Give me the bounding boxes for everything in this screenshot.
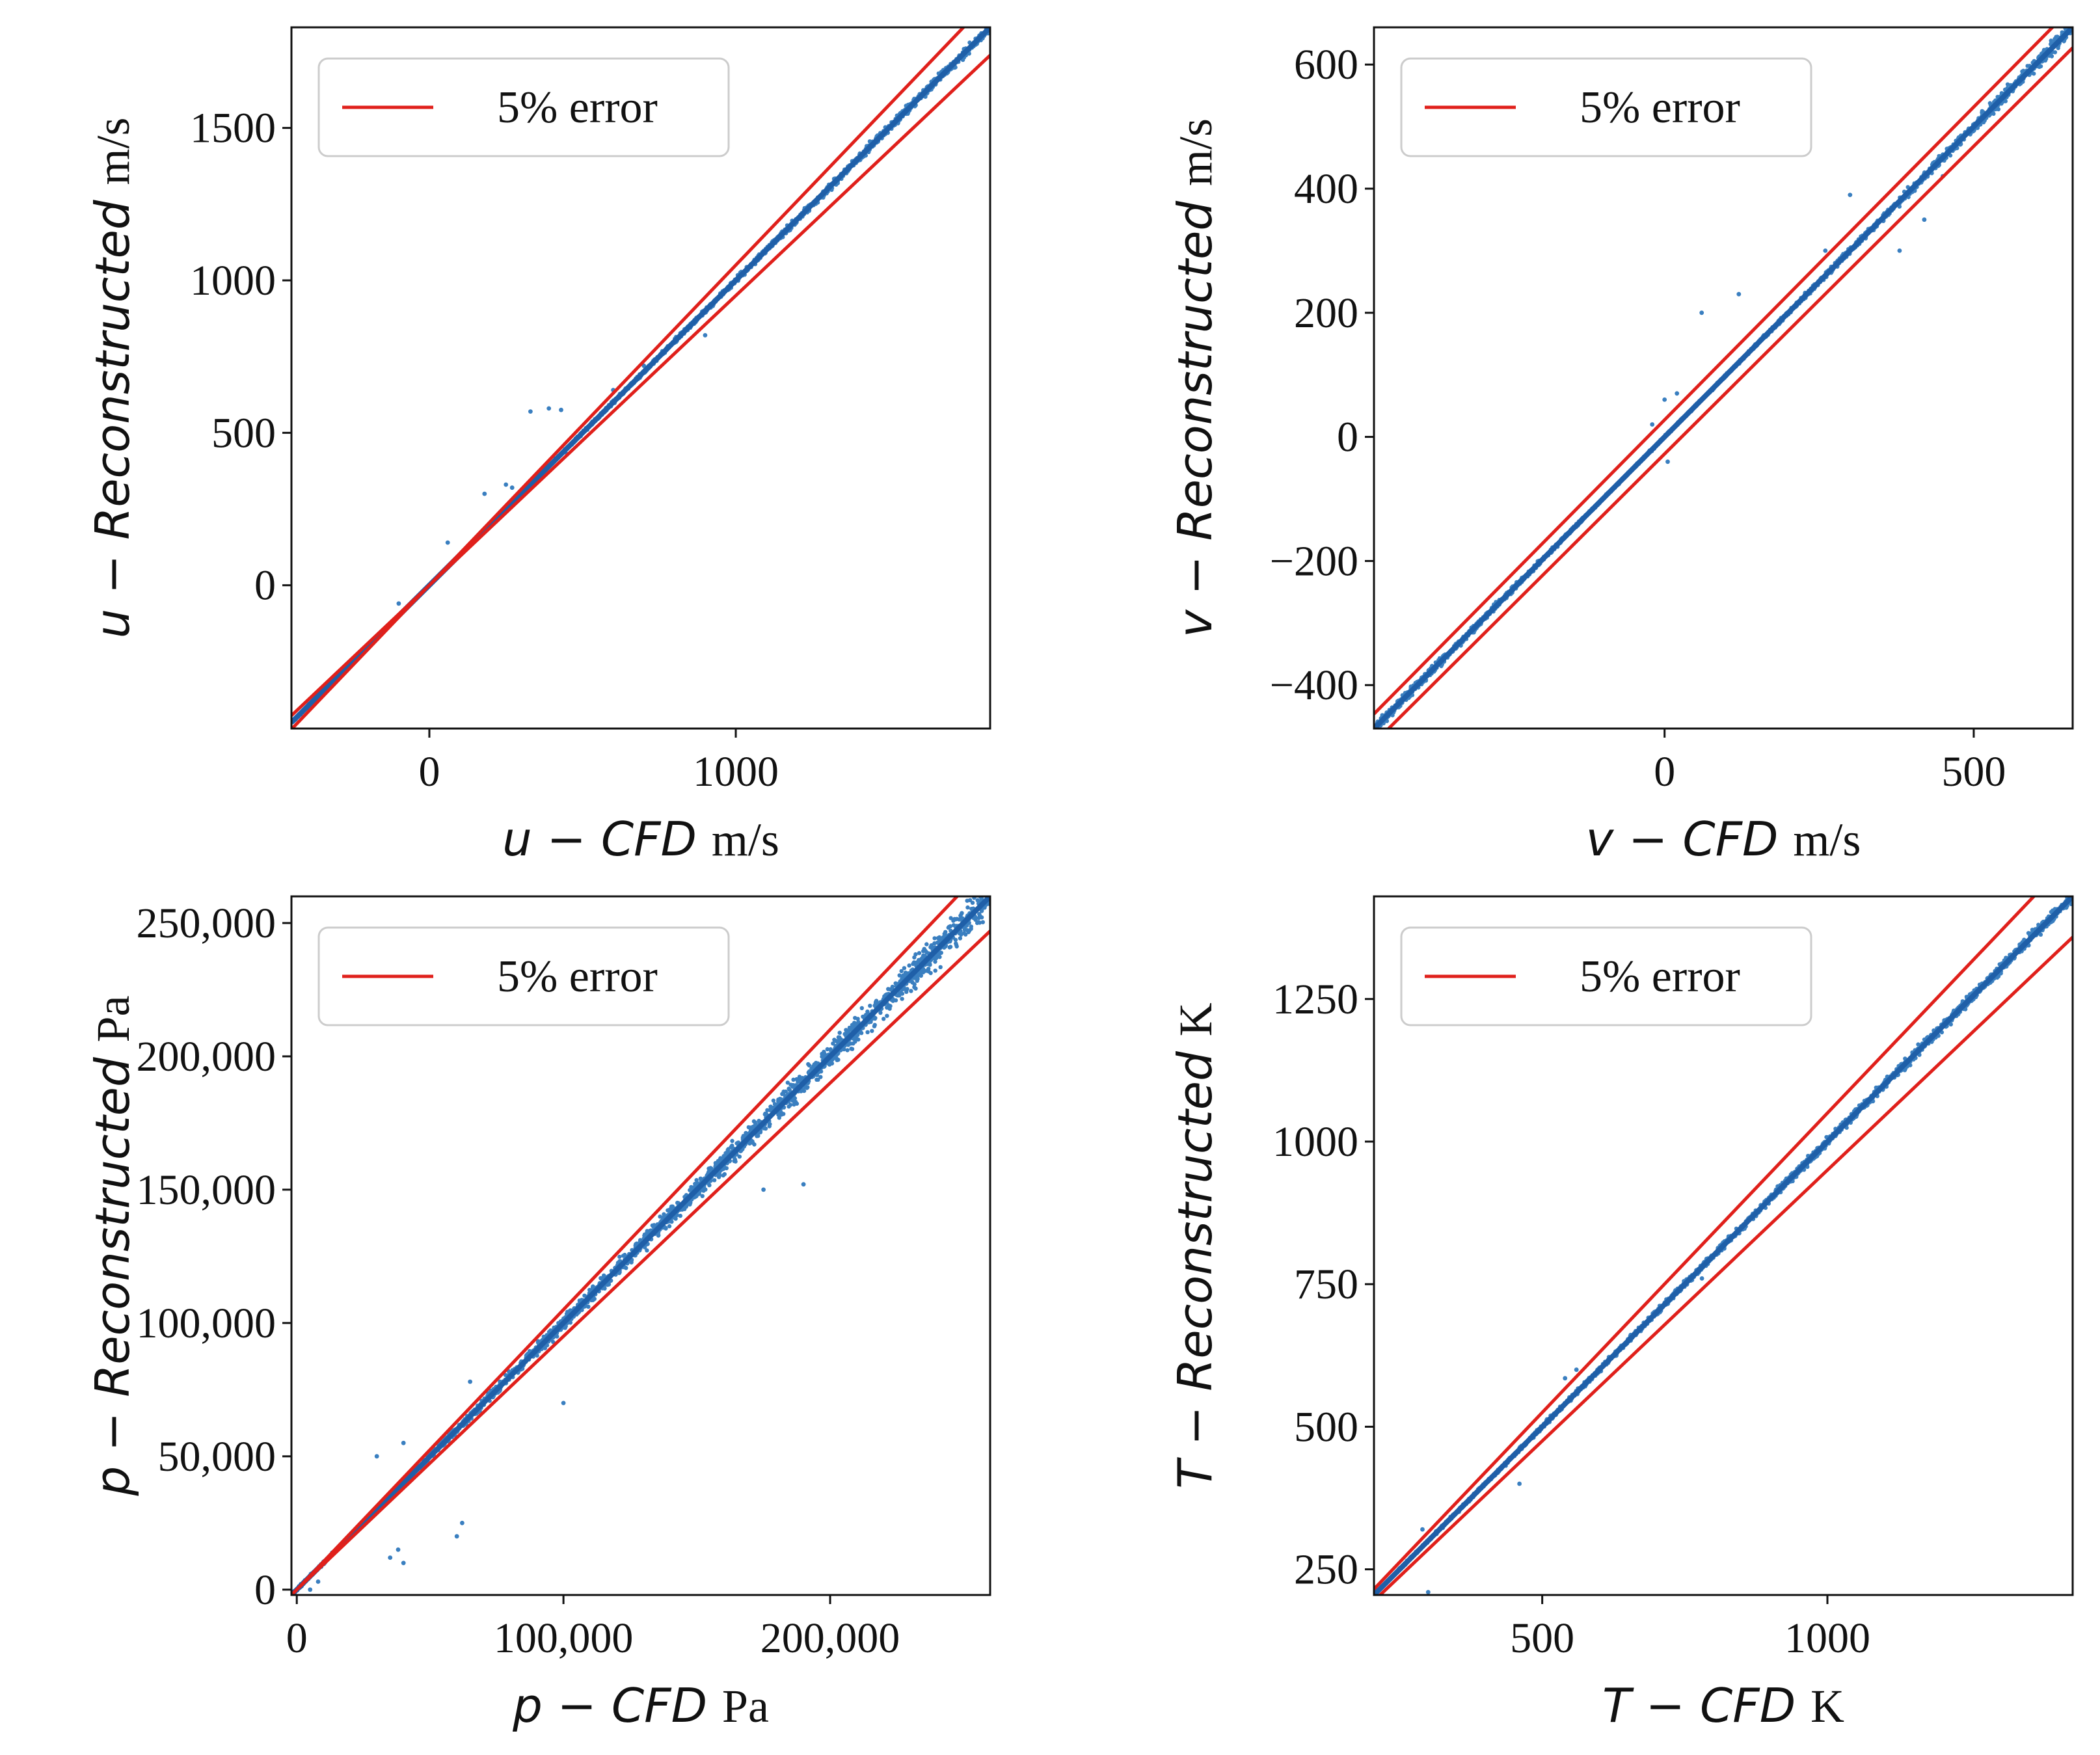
scatter-outlier xyxy=(546,406,552,411)
x-axis-unit: m/s xyxy=(712,814,779,866)
legend-box xyxy=(317,57,730,157)
scatter-point xyxy=(2068,23,2072,27)
x-tick-label: 0 xyxy=(418,748,440,796)
x-axis-label: u − CFD m/s xyxy=(502,812,779,866)
axes-frame xyxy=(290,26,991,730)
scatter-outlier xyxy=(509,485,515,490)
scatter-point xyxy=(2005,82,2010,87)
legend-label: 5% error xyxy=(497,83,658,133)
y-axis-unit: m/s xyxy=(87,117,139,185)
y-axis-variable: u − Reconstructed xyxy=(85,185,140,639)
scatter-outlier xyxy=(482,491,487,496)
scatter-outlier xyxy=(559,407,563,412)
scatter-outlier xyxy=(396,601,401,606)
y-axis-label: u − Reconstructed m/s xyxy=(85,117,140,638)
scatter-point xyxy=(987,22,991,26)
scatter-point xyxy=(2025,64,2030,68)
scatter-outlier xyxy=(703,333,708,338)
y-tick-label: 1500 xyxy=(190,105,276,152)
scatter-outlier xyxy=(504,482,509,487)
y-tick-label: 500 xyxy=(211,409,276,457)
plot-area xyxy=(291,22,991,729)
y-tick-label: 0 xyxy=(254,562,276,610)
error-line-lower xyxy=(291,54,990,717)
scatter-outlier xyxy=(528,409,533,414)
y-tick-label: 1000 xyxy=(190,257,276,304)
legend: 5% error xyxy=(317,57,730,157)
plot-area xyxy=(1374,23,2073,729)
x-tick-label: 1000 xyxy=(693,748,779,796)
scatter-point xyxy=(2049,54,2054,59)
scatter-outlier xyxy=(445,540,450,545)
scatter-point xyxy=(1995,94,2000,100)
x-axis-variable: u − CFD xyxy=(502,812,712,866)
